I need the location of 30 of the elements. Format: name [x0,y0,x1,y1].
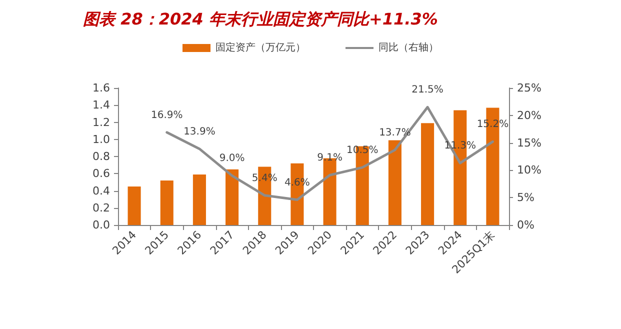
data-label: 16.9% [150,110,183,121]
data-label: 11.3% [444,140,476,152]
y2-tick-label: 15% [517,136,542,150]
y-tick-label: 1.0 [92,132,110,146]
y2-tick-label: 5% [517,191,534,204]
y-tick-label: 1.4 [92,98,110,112]
legend-label: 同比（右轴） [378,42,438,54]
y2-tick-label: 0% [517,218,534,232]
data-label: 13.9% [184,126,216,138]
bar [421,123,434,225]
y-tick-label: 0.6 [92,167,110,180]
y-tick-label: 0.0 [92,218,110,232]
bar [160,180,174,225]
bar [128,186,141,225]
bar [388,140,402,225]
y-tick-label: 0.2 [92,201,110,214]
data-label: 9.1% [317,152,342,164]
y-tick-label: 0.8 [92,150,110,163]
y2-tick-label: 10% [517,164,542,177]
data-label: 21.5% [412,84,444,96]
legend-label: 固定资产（万亿元） [216,42,306,54]
bar [226,169,239,225]
chart-title: 图表 28：2024 年末行业固定资产同比+11.3% [83,10,438,28]
y-tick-label: 1.6 [92,82,110,94]
y2-tick-label: 20% [517,108,542,122]
y2-tick-label: 25% [517,82,542,94]
bar [192,174,206,225]
y-tick-label: 0.4 [92,184,110,198]
data-label: 9.0% [219,153,245,164]
y-tick-label: 1.2 [92,116,110,129]
